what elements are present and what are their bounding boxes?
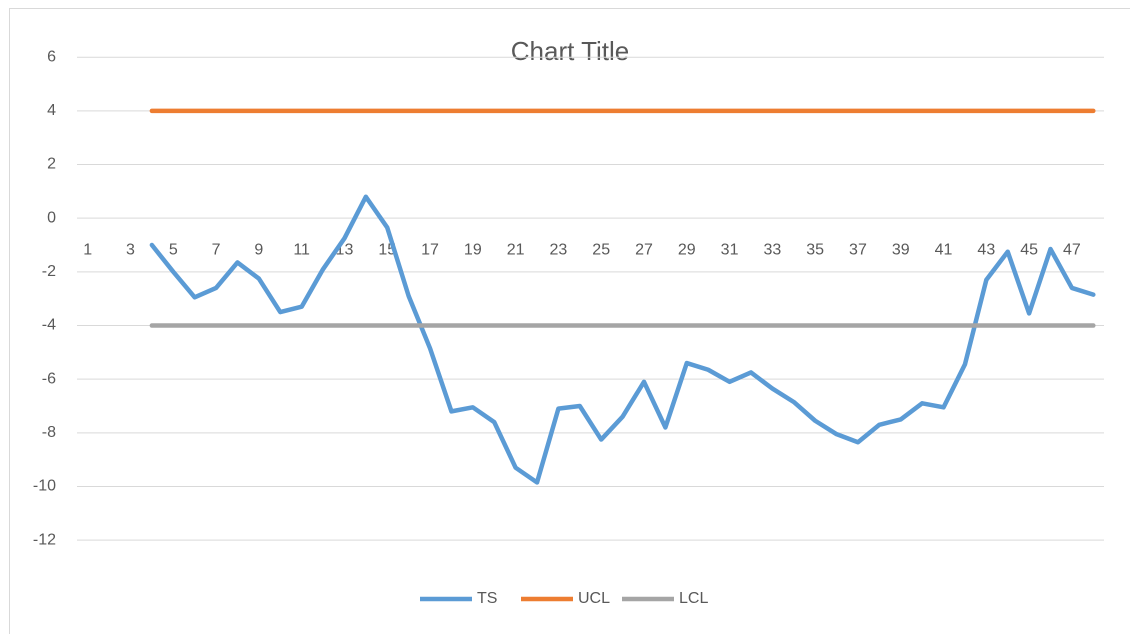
y-tick-label: -10 (33, 478, 56, 495)
y-tick-label: 2 (47, 156, 56, 173)
y-tick-label: -8 (42, 424, 56, 441)
chart-title: Chart Title (511, 36, 630, 66)
x-tick-label: 41 (935, 241, 953, 258)
y-tick-label: 0 (47, 209, 56, 226)
y-tick-label: 4 (47, 102, 56, 119)
x-tick-label: 7 (212, 241, 221, 258)
y-tick-label: -4 (42, 317, 56, 334)
x-tick-label: 47 (1063, 241, 1081, 258)
x-tick-label: 1 (83, 241, 92, 258)
y-tick-label: 6 (47, 48, 56, 65)
x-tick-label: 3 (126, 241, 135, 258)
x-tick-label: 35 (806, 241, 824, 258)
x-tick-label: 23 (550, 241, 568, 258)
x-tick-label: 5 (169, 241, 178, 258)
y-tick-label: -6 (42, 370, 56, 387)
x-tick-label: 31 (721, 241, 739, 258)
series-line (149, 194, 1096, 485)
x-tick-label: 39 (892, 241, 910, 258)
x-tick-label: 43 (977, 241, 995, 258)
x-tick-label: 11 (293, 241, 310, 258)
x-tick-label: 29 (678, 241, 696, 258)
x-tick-label: 17 (421, 241, 439, 258)
x-tick-label: 19 (464, 241, 482, 258)
x-tick-label: 21 (507, 241, 525, 258)
legend-label: UCL (578, 590, 610, 607)
y-tick-label: -12 (33, 531, 56, 548)
x-tick-label: 45 (1020, 241, 1038, 258)
x-tick-label: 33 (763, 241, 781, 258)
x-tick-label: 27 (635, 241, 653, 258)
x-tick-label: 25 (592, 241, 610, 258)
y-tick-label: -2 (42, 263, 56, 280)
legend-label: TS (477, 590, 497, 607)
x-tick-label: 37 (849, 241, 867, 258)
x-tick-label: 9 (254, 241, 263, 258)
legend-label: LCL (679, 590, 708, 607)
